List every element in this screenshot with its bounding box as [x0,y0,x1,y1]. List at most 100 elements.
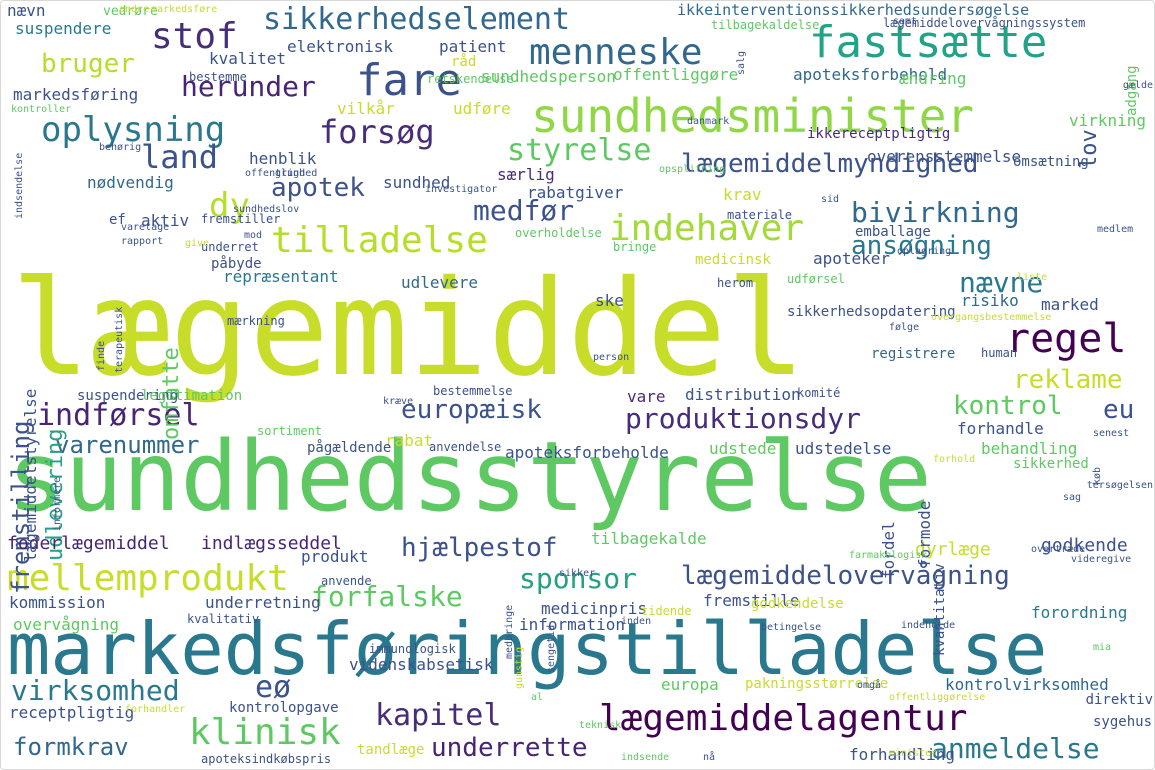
cloud-word: overgangsbestemmelse [931,312,1052,323]
cloud-word: immunologisk [369,642,456,656]
cloud-word: materiale [727,208,793,222]
cloud-word: gunstig [514,647,525,690]
cloud-word: sag [1063,492,1082,503]
cloud-word: herunder [181,70,316,103]
cloud-word: fremstille [703,591,800,610]
cloud-word: tandlæge [357,742,425,758]
cloud-word: elektronisk [287,37,393,56]
cloud-word: receptpligtig [9,703,135,722]
cloud-word: overensstemmelse [867,147,1022,166]
cloud-word: patient [439,37,507,56]
cloud-word: underrette [431,733,588,763]
cloud-word: indehaver [609,208,805,249]
cloud-word: mærkning [227,314,285,328]
cloud-word: offentliggøre [613,65,739,84]
cloud-word: registrere [871,346,956,362]
cloud-word: oplagring [897,246,952,257]
cloud-word: rapport [121,236,164,247]
cloud-word: indsende [621,752,670,763]
cloud-word: distribution [685,385,801,404]
cloud-word: offentlighed [245,168,318,179]
cloud-word: give [185,238,210,249]
cloud-word: menneske [529,32,703,73]
cloud-word: ansøgning [851,231,992,261]
cloud-word: omgå [857,680,882,691]
cloud-word: danmark [687,116,730,127]
cloud-word: apoteker [813,249,891,268]
cloud-word: kontrol [953,391,1063,421]
cloud-word: kvalitet [209,49,287,68]
cloud-word: sikkerhedselement [263,2,571,37]
cloud-word: grund [275,168,306,179]
cloud-word: anvende [321,574,372,588]
cloud-word: varenummer [55,431,200,459]
cloud-word: apoteksforbehold [793,65,948,84]
cloud-word: repræsentant [223,267,339,286]
cloud-word: udstedelse [795,439,892,458]
cloud-word: henblik [249,149,317,168]
cloud-word: finde [96,341,107,372]
cloud-word: forsøg [319,113,435,151]
cloud-word: ikkereceptpligtig [807,126,951,142]
cloud-word: inden [621,616,652,627]
cloud-word: sundhedsminister [531,89,975,143]
cloud-word: pågældende [307,440,392,456]
cloud-word: overtræde [1031,544,1086,555]
cloud-word: tilbagekaldelse [711,18,820,32]
cloud-word: fremstiller [201,212,281,226]
cloud-word: land [141,138,219,176]
cloud-word: sid [821,194,840,205]
cloud-word: reklame [1013,365,1123,395]
cloud-word: medfør [473,194,575,227]
cloud-word: vare [627,387,666,406]
cloud-word: medicinsk [695,252,771,268]
cloud-word: oplysning [41,110,226,150]
cloud-word: tilbagekalde [591,529,707,548]
cloud-word: human [981,346,1018,360]
cloud-word: sundhedslov [233,204,300,215]
cloud-word: mellemprodukt [7,558,289,599]
cloud-word: udstede [709,439,777,458]
cloud-word: styrelse [507,133,652,168]
cloud-word: følge [889,322,920,333]
cloud-word: farmakologisk [849,550,928,561]
cloud-word: samt [893,16,918,27]
cloud-word: nævne [959,266,1044,299]
cloud-word: hjælpestof [401,533,558,563]
cloud-word: lægemiddelovervågning [681,561,1010,591]
cloud-word: behørig [99,142,142,153]
cloud-word: klinisk [189,712,341,753]
cloud-word: opsplitning [659,164,726,175]
cloud-word: ikkeinterventionssikkerhedsundersøgelse [677,1,1030,19]
cloud-word: produkt [301,547,369,566]
cloud-word: sponsor [519,562,638,595]
cloud-word: indlægsseddel [201,533,342,554]
cloud-word: apotek [271,173,365,203]
cloud-word: omsætning [1013,154,1089,170]
cloud-word: nævn [7,1,46,20]
cloud-word: kommission [9,593,106,612]
cloud-word: markedsføre [151,4,218,15]
cloud-word: sundhedsstyrelse [7,421,932,533]
cloud-word: indeholde [901,620,956,631]
cloud-word: sikkerhedsopdatering [787,304,956,320]
cloud-word: sundhed [383,173,451,192]
cloud-word: tersøgelsen [1086,480,1153,491]
cloud-word: produktionsdyr [625,402,862,435]
cloud-word: kontrolopgave [229,700,339,716]
cloud-word: marked [1041,295,1099,314]
cloud-word: bestemmelse [433,384,513,398]
cloud-word: direktiv [1085,692,1153,708]
cloud-word: varetage [121,222,170,233]
cloud-word: lægemiddel [11,252,806,406]
cloud-word: medlem [1097,224,1134,235]
cloud-word: dy [209,186,250,226]
cloud-word: andre [119,4,150,15]
cloud-word: emballage [855,224,931,240]
cloud-word: aktiv [141,211,190,230]
cloud-word: information [519,615,625,634]
cloud-word: ske [595,291,624,310]
cloud-word: vedrøre [103,4,158,19]
cloud-word: udførsel [787,272,845,286]
